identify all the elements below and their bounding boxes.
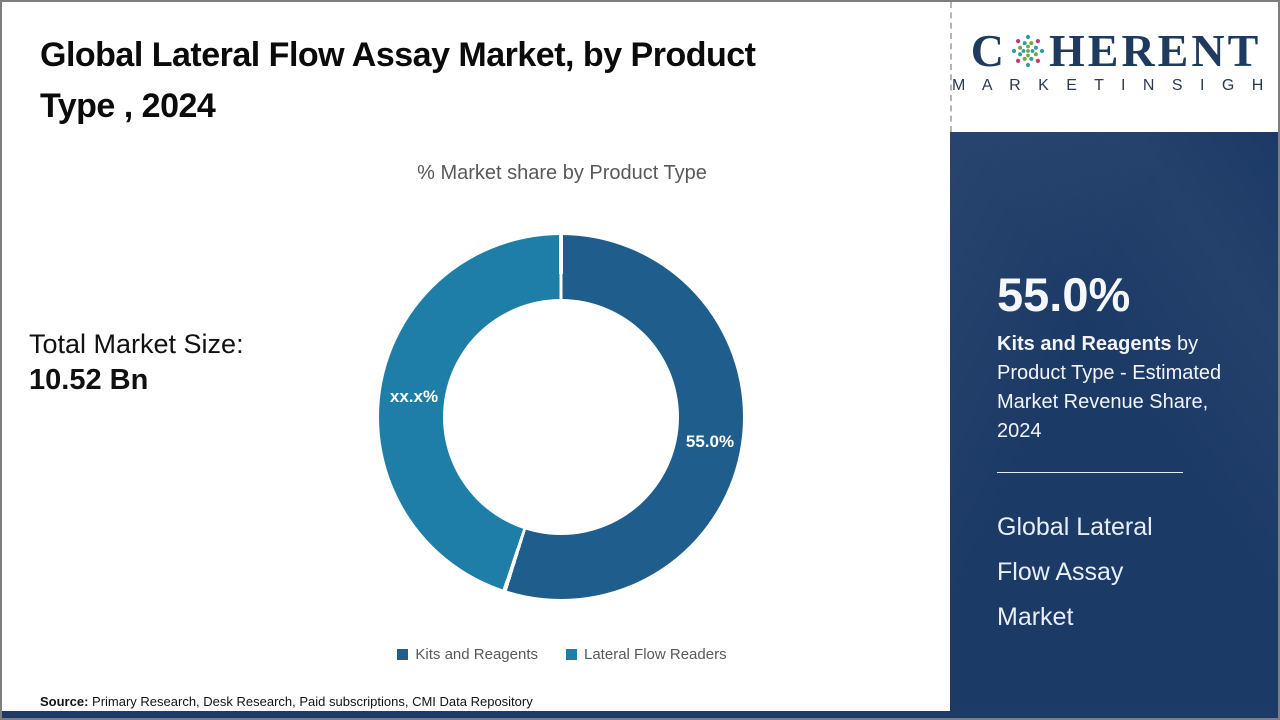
sidebar-stat-value: 55.0% — [997, 268, 1131, 321]
sidebar-market-name-line-3: Market — [997, 603, 1074, 631]
source-text: Primary Research, Desk Research, Paid su… — [88, 694, 533, 709]
brand-letters-rest: HERENT — [1048, 25, 1262, 76]
slice-label-lateral-flow-readers: xx.x% — [389, 387, 439, 406]
legend-label: Lateral Flow Readers — [584, 646, 727, 663]
sidebar-stat-segment-name: Kits and Reagents — [997, 333, 1172, 355]
sidebar-market-name-line-1: Global Lateral — [997, 513, 1153, 541]
legend-item-kits-and-reagents: Kits and Reagents — [397, 646, 538, 663]
legend-item-lateral-flow-readers: Lateral Flow Readers — [566, 646, 727, 663]
dotted-globe-icon — [1011, 34, 1045, 68]
total-market-size-label: Total Market Size: — [29, 329, 244, 359]
chart-legend: Kits and Reagents Lateral Flow Readers — [162, 646, 962, 663]
donut-chart — [379, 235, 743, 599]
chart-title: % Market share by Product Type — [417, 162, 707, 184]
legend-swatch — [397, 649, 409, 660]
brand-logo: C — [950, 2, 1278, 132]
total-market-size-value: 10.52 Bn — [29, 364, 149, 396]
source-line: Source: Primary Research, Desk Research,… — [40, 694, 533, 709]
sidebar-market-name: Global Lateral Flow Assay Market — [997, 505, 1242, 640]
sidebar-stat-description: Kits and Reagents by Product Type - Esti… — [997, 330, 1242, 446]
sidebar-stat-description-rest: by Product Type - Estimated Market Reven… — [997, 333, 1222, 442]
page-title-line-2: Type , 2024 — [40, 87, 216, 125]
donut-chart-wrap: 55.0% xx.x% — [379, 235, 743, 599]
brand-letter-c: C — [970, 25, 1007, 76]
brand-tagline: M A R K E T I N S I G H T S — [952, 77, 1278, 94]
total-market-size-block: Total Market Size: 10.52 Bn — [29, 326, 244, 398]
page-title: Global Lateral Flow Assay Market, by Pro… — [40, 30, 756, 132]
slice-label-kits-and-reagents: 55.0% — [685, 432, 735, 451]
sidebar-market-name-line-2: Flow Assay — [997, 558, 1124, 586]
source-label: Source: — [40, 694, 89, 709]
page-title-line-1: Global Lateral Flow Assay Market, by Pro… — [40, 36, 756, 74]
right-sidebar: 55.0% Kits and Reagents by Product Type … — [950, 132, 1278, 714]
legend-swatch — [566, 649, 577, 660]
bottom-accent-bar — [2, 711, 1278, 718]
sidebar-divider — [997, 472, 1183, 473]
legend-label: Kits and Reagents — [415, 646, 538, 663]
brand-logo-wordmark: C — [952, 25, 1278, 76]
